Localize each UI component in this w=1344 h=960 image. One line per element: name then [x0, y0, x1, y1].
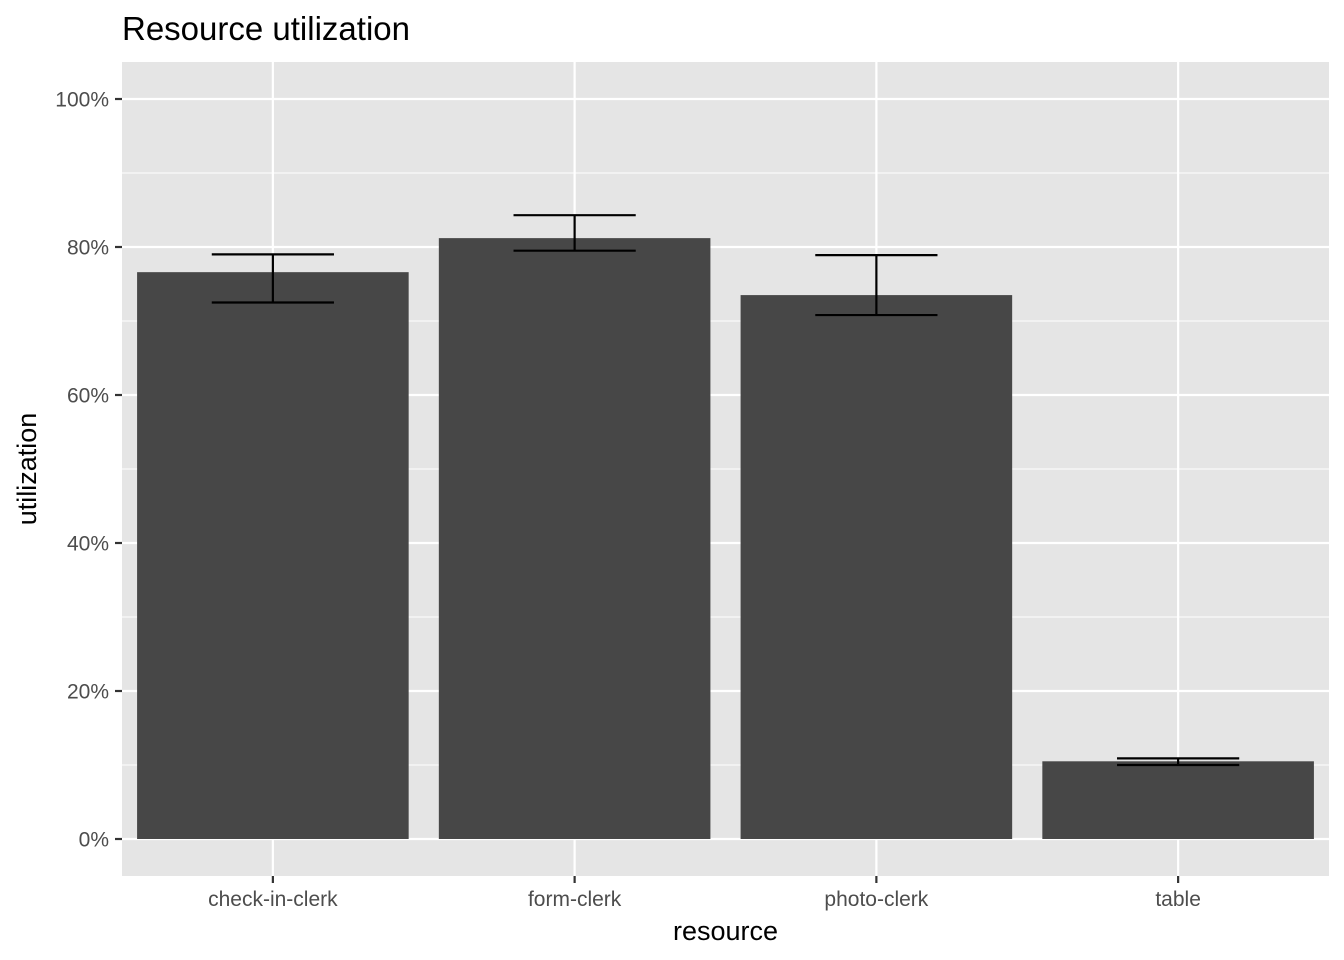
bar-form-clerk [438, 238, 711, 839]
error-bar-check-in-clerk [211, 253, 334, 304]
bars [137, 238, 1314, 840]
y-tick-label: 40% [67, 533, 109, 556]
error-bar-form-clerk [513, 214, 636, 252]
y-tick-label: 60% [67, 385, 109, 408]
y-tick-label: 0% [79, 829, 109, 852]
error-bars [211, 214, 1240, 767]
x-tick-label: table [1155, 888, 1201, 911]
chart-title: Resource utilization [122, 10, 410, 47]
error-bar-photo-clerk [815, 254, 938, 317]
y-axis-title: utilization [12, 413, 42, 526]
x-axis-title: resource [673, 916, 778, 946]
x-tick-label: form-clerk [528, 888, 622, 911]
y-tick-label: 100% [55, 89, 109, 112]
bar-check-in-clerk [137, 272, 409, 839]
y-tick-label: 80% [67, 237, 109, 260]
x-axis: check-in-clerk form-clerk photo-clerk table [208, 876, 1201, 911]
y-axis: 0% 20% 40% 60% 80% 100% [55, 89, 122, 852]
bar-photo-clerk [740, 295, 1013, 840]
error-bar-table [1117, 757, 1240, 767]
x-tick-label: photo-clerk [824, 888, 928, 911]
y-tick-label: 20% [67, 681, 109, 704]
x-tick-label: check-in-clerk [208, 888, 338, 911]
bar-table [1042, 761, 1314, 839]
